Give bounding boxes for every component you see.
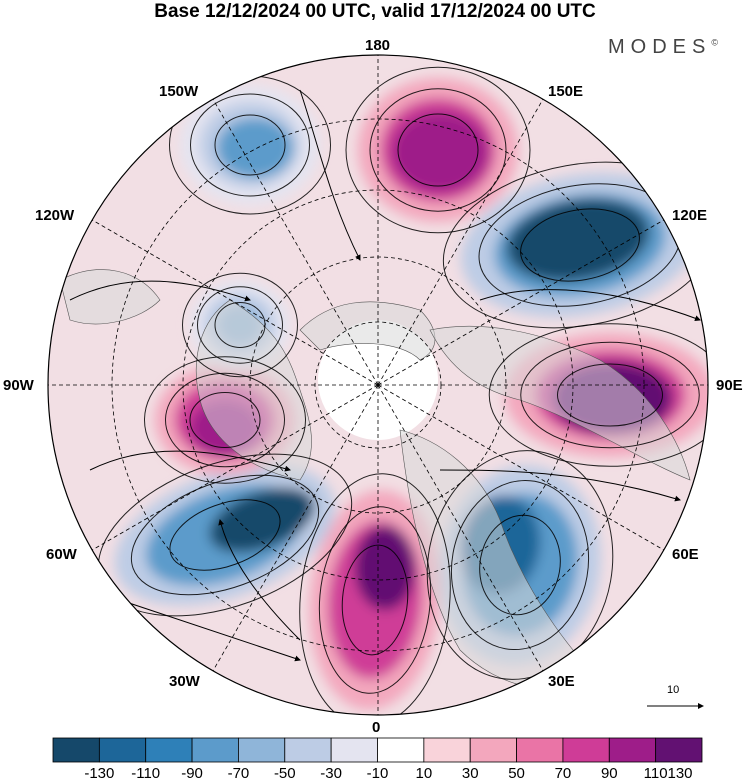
colorbar-tick-label: 90	[600, 765, 618, 782]
lon-label-120W: 120W	[35, 207, 75, 224]
brand-logo: MODES©	[608, 36, 718, 59]
lon-label-120E: 120E	[672, 207, 708, 224]
colorbar-tick-label: 10	[415, 765, 433, 782]
brand-text: MODES	[608, 36, 712, 58]
lon-label-90E: 90E	[716, 377, 743, 394]
colorbar-tick-label: -50	[273, 765, 296, 782]
colorbar-tick-label: -10	[366, 765, 389, 782]
colorbar-tick-label: -70	[227, 765, 250, 782]
coastlines	[59, 269, 691, 691]
colorbar-tick-label: 70	[554, 765, 572, 782]
lon-label-90W: 90W	[3, 377, 34, 394]
colorbar-tick-label: -110	[131, 765, 161, 782]
reference-vector-label: 10	[667, 684, 680, 696]
anomaly-positive-north-pacific	[358, 78, 518, 222]
lon-label-30E: 30E	[548, 673, 575, 690]
anomaly-negative-gulf-of-alaska	[180, 85, 320, 205]
colorbar	[52, 737, 703, 763]
colorbar-tick-label: 30	[461, 765, 479, 782]
anomaly-negative-east-siberia	[461, 172, 699, 318]
map-boundary	[47, 54, 709, 716]
brand-mark: ©	[711, 37, 718, 48]
colorbar-tick-label: -90	[181, 765, 203, 782]
colorbar-tick-label: -30	[320, 765, 342, 782]
colorbar-tick-label: 110	[643, 765, 668, 782]
lon-label-150W: 150W	[159, 83, 199, 100]
colorbar-tick-label: 130	[667, 765, 693, 782]
lon-label-60W: 60W	[46, 546, 77, 563]
lon-label-0: 0	[372, 719, 381, 736]
lon-label-60E: 60E	[672, 546, 699, 563]
map-title: Base 12/12/2024 00 UTC, valid 17/12/2024…	[154, 1, 596, 22]
lon-label-180: 180	[365, 37, 391, 54]
lon-label-30W: 30W	[169, 673, 200, 690]
lon-label-150E: 150E	[548, 83, 584, 100]
wind-streamlines	[69, 66, 708, 715]
colorbar-tick-label: 50	[508, 765, 525, 782]
colorbar-tick-label: -130	[84, 765, 115, 782]
